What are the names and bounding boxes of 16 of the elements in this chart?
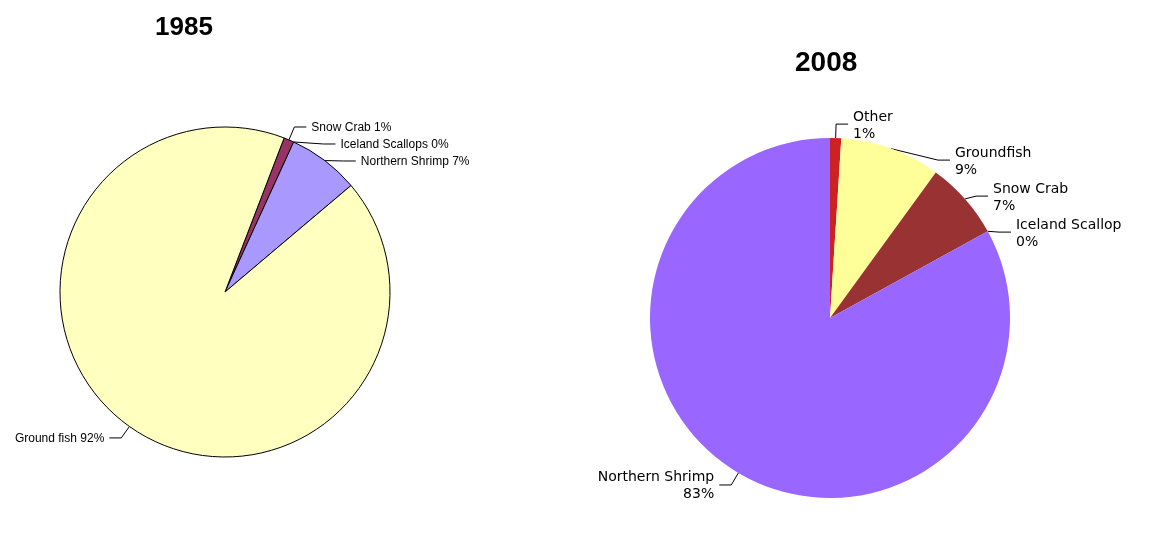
data-label: 9% [954,160,978,177]
slice-label: Northern Shrimp [597,468,715,485]
chart-title: 1985 [155,11,213,41]
data-label: 83% [683,485,715,502]
slice-label: Ground fish 92% [14,430,105,445]
data-label: 1% [853,124,876,141]
slice-label: Snow Crab 1% [311,119,392,134]
data-label: 7% [993,196,1016,213]
slice-label: Other [853,107,894,124]
slice-label: Groundfish [954,143,1032,160]
slice-label: Northern Shrimp 7% [360,153,470,168]
slice-label: Snow Crab [993,179,1069,196]
legend-label: Iceland Scallops 0% [340,136,449,151]
chart-title: 2008 [795,45,858,77]
legend-label: Iceland Scallop [1015,215,1122,232]
text: 0% [1015,232,1039,249]
